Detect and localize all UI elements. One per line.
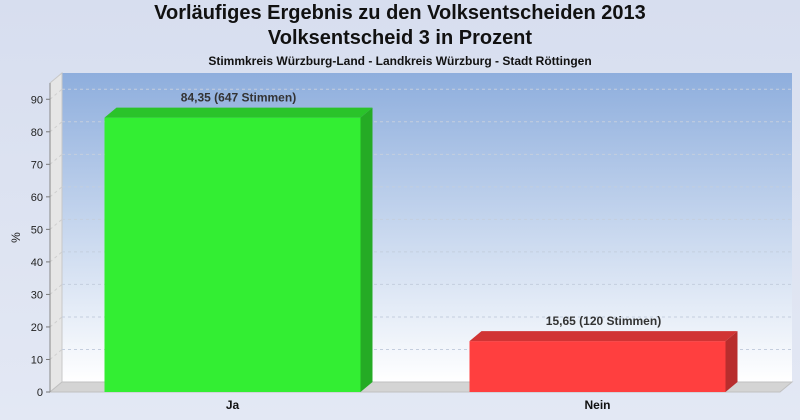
x-tick-label-nein: Nein <box>584 398 610 412</box>
y-tick-label: 0 <box>37 387 43 399</box>
y-tick-label: 90 <box>31 94 43 106</box>
gridline-side <box>49 349 63 360</box>
y-tick-label: 20 <box>31 322 43 334</box>
gridline-side <box>49 251 63 263</box>
y-axis-label: % <box>9 232 23 243</box>
chart-title: Vorläufiges Ergebnis zu den Volksentsche… <box>154 2 646 24</box>
bar-side-nein <box>725 331 738 392</box>
plot-side-wall <box>49 71 63 394</box>
chart-subtitle: Volksentscheid 3 in Prozent <box>267 27 533 49</box>
bar-top-ja <box>104 107 373 118</box>
gridline-side <box>49 153 63 165</box>
chart-region-subtitle: Stimmkreis Würzburg-Land - Landkreis Wür… <box>208 54 592 68</box>
y-tick-label: 50 <box>31 224 43 236</box>
bar-nein <box>469 341 726 392</box>
y-tick-label: 80 <box>31 127 43 139</box>
gridline-side <box>49 218 63 230</box>
gridline-side <box>49 186 63 198</box>
y-tick-label: 70 <box>31 159 43 171</box>
bar-top-nein <box>469 331 738 342</box>
bar-ja <box>104 117 361 392</box>
data-label-nein: 15,65 (120 Stimmen) <box>546 314 661 328</box>
data-label-ja: 84,35 (647 Stimmen) <box>181 91 296 105</box>
bar-side-ja <box>360 107 373 392</box>
gridline-side <box>49 88 63 100</box>
y-tick-label: 60 <box>31 192 43 204</box>
y-tick-label: 40 <box>31 257 43 269</box>
x-tick-label-ja: Ja <box>226 398 240 412</box>
gridline-side <box>49 121 63 133</box>
gridline-side <box>49 316 63 328</box>
y-tick-label: 10 <box>31 354 43 366</box>
y-tick-label: 30 <box>31 289 43 301</box>
gridline-side <box>49 284 63 295</box>
